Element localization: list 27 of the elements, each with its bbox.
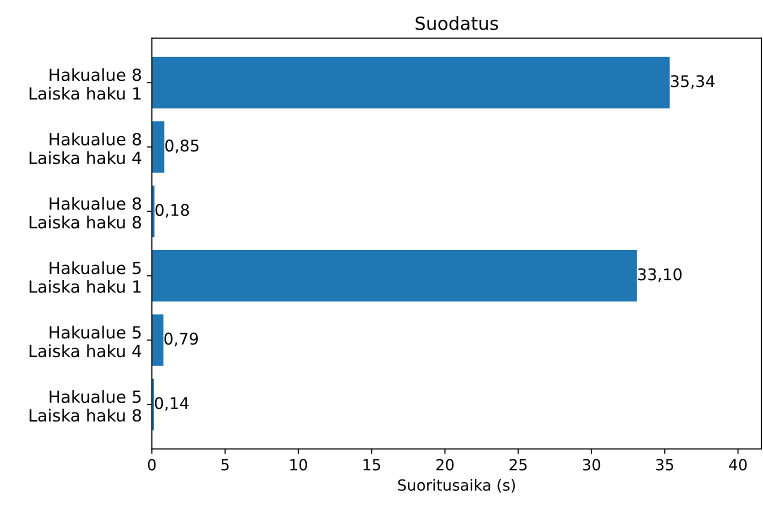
y-tick-label: Hakualue 8 Laiska haku 4 [30,132,142,164]
x-axis-title: Suoritusaika (s) [398,479,515,493]
y-tick-label: Hakualue 8 Laiska haku 1 [30,68,141,100]
y-tick-label: Hakualue 5 Laiska haku 8 [30,390,141,422]
data-label: 0,85 [165,140,198,154]
x-tick-label: 15 [364,459,380,470]
x-tick-label: 40 [729,458,747,470]
x-tick-label: 0 [148,458,156,470]
x-tick-label: 30 [582,458,600,470]
bar [152,121,164,173]
data-label: 33,10 [638,268,682,282]
data-label: 0,14 [154,397,189,411]
x-tick-label: 5 [221,459,229,470]
data-label: 0,79 [164,332,198,346]
x-tick-label: 10 [290,458,308,470]
data-label: 0,18 [156,204,189,218]
bar [152,314,164,366]
x-tick-label: 25 [510,458,527,470]
y-tick-label: Hakualue 5 Laiska haku 4 [30,326,142,358]
y-tick-label: Hakualue 8 Laiska haku 8 [30,196,141,229]
bar [152,250,637,302]
data-label: 35,34 [670,75,715,89]
chart-title: Suodatus [416,16,498,30]
bar [152,56,670,108]
y-tick-label: Hakualue 5 Laiska haku 1 [30,261,141,293]
x-tick-label: 35 [656,458,674,470]
x-tick-label: 20 [436,458,454,470]
